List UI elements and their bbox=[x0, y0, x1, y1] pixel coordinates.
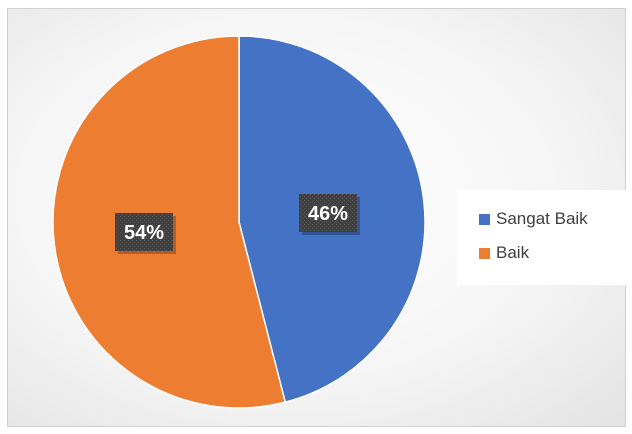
legend-swatch-sangat-baik bbox=[479, 213, 490, 225]
data-label-sangat-baik: 46% bbox=[299, 194, 360, 235]
legend-swatch-baik bbox=[479, 247, 490, 259]
legend: Sangat Baik Baik bbox=[457, 190, 627, 285]
data-label-box-baik bbox=[115, 213, 173, 251]
data-label-box-sangat-baik bbox=[299, 194, 357, 232]
legend-label-sangat-baik: Sangat Baik bbox=[496, 209, 588, 228]
data-label-text-sangat-baik: 46% bbox=[308, 203, 348, 225]
legend-label-baik: Baik bbox=[496, 243, 530, 262]
legend-item-sangat-baik: Sangat Baik bbox=[479, 202, 627, 236]
data-label-text-baik: 54% bbox=[124, 222, 164, 244]
legend-item-baik: Baik bbox=[479, 236, 627, 270]
data-label-baik: 54% bbox=[115, 213, 176, 254]
